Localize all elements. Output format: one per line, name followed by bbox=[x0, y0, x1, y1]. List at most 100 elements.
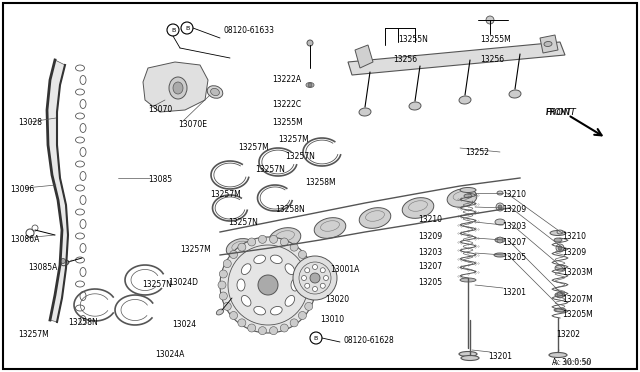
Text: A: 30:0:50: A: 30:0:50 bbox=[552, 358, 591, 367]
Ellipse shape bbox=[554, 308, 566, 312]
Text: 13201: 13201 bbox=[488, 352, 512, 361]
Circle shape bbox=[230, 250, 237, 259]
Ellipse shape bbox=[461, 356, 479, 360]
Ellipse shape bbox=[76, 209, 84, 215]
Text: 13257M: 13257M bbox=[180, 245, 211, 254]
Ellipse shape bbox=[464, 194, 472, 198]
Text: 13210: 13210 bbox=[562, 232, 586, 241]
Text: 13205: 13205 bbox=[418, 278, 442, 287]
Ellipse shape bbox=[76, 65, 84, 71]
Circle shape bbox=[61, 259, 65, 263]
Text: 13203M: 13203M bbox=[562, 268, 593, 277]
Ellipse shape bbox=[241, 295, 251, 306]
Circle shape bbox=[320, 268, 325, 273]
Ellipse shape bbox=[460, 278, 476, 282]
Text: 13257N: 13257N bbox=[285, 152, 315, 161]
Text: 13201: 13201 bbox=[502, 288, 526, 297]
Ellipse shape bbox=[80, 219, 86, 228]
Text: B: B bbox=[171, 28, 175, 32]
Ellipse shape bbox=[314, 218, 346, 238]
Polygon shape bbox=[143, 62, 208, 112]
Text: 13085A: 13085A bbox=[28, 263, 58, 272]
Circle shape bbox=[310, 281, 318, 289]
Circle shape bbox=[557, 292, 563, 298]
Text: 13001A: 13001A bbox=[330, 265, 360, 274]
Circle shape bbox=[269, 327, 278, 335]
Ellipse shape bbox=[285, 295, 294, 306]
Ellipse shape bbox=[80, 196, 86, 205]
Circle shape bbox=[497, 237, 503, 243]
Text: 13256: 13256 bbox=[393, 55, 417, 64]
Ellipse shape bbox=[237, 279, 245, 291]
Circle shape bbox=[305, 268, 310, 273]
Circle shape bbox=[301, 276, 307, 280]
Ellipse shape bbox=[80, 244, 86, 253]
Ellipse shape bbox=[76, 161, 84, 167]
Circle shape bbox=[238, 243, 246, 251]
Ellipse shape bbox=[447, 189, 477, 207]
Circle shape bbox=[323, 276, 328, 280]
Text: 13209: 13209 bbox=[562, 248, 586, 257]
Circle shape bbox=[498, 205, 502, 209]
Circle shape bbox=[305, 302, 313, 310]
Ellipse shape bbox=[285, 264, 294, 275]
Text: 13202: 13202 bbox=[556, 330, 580, 339]
Ellipse shape bbox=[76, 113, 84, 119]
Circle shape bbox=[259, 235, 266, 243]
Ellipse shape bbox=[80, 124, 86, 132]
Ellipse shape bbox=[459, 96, 471, 104]
Ellipse shape bbox=[307, 40, 313, 46]
Ellipse shape bbox=[80, 99, 86, 109]
Circle shape bbox=[238, 319, 246, 327]
Ellipse shape bbox=[556, 244, 564, 252]
Ellipse shape bbox=[76, 89, 84, 95]
Circle shape bbox=[290, 319, 298, 327]
Ellipse shape bbox=[211, 89, 220, 96]
Ellipse shape bbox=[497, 191, 503, 195]
Text: 13257M: 13257M bbox=[278, 135, 308, 144]
Text: 13257N: 13257N bbox=[255, 165, 285, 174]
Ellipse shape bbox=[76, 257, 84, 263]
Text: 13070: 13070 bbox=[148, 105, 172, 114]
Ellipse shape bbox=[80, 171, 86, 180]
Ellipse shape bbox=[359, 108, 371, 116]
Text: 13205M: 13205M bbox=[562, 310, 593, 319]
Circle shape bbox=[308, 270, 317, 278]
Circle shape bbox=[308, 292, 317, 300]
Text: 13257M: 13257M bbox=[18, 330, 49, 339]
Text: 13255M: 13255M bbox=[480, 35, 511, 44]
Ellipse shape bbox=[241, 264, 251, 275]
Circle shape bbox=[280, 324, 288, 332]
Text: 13024A: 13024A bbox=[155, 350, 184, 359]
Polygon shape bbox=[355, 45, 373, 68]
Text: 13028: 13028 bbox=[18, 118, 42, 127]
Circle shape bbox=[269, 235, 278, 243]
Text: FRONT: FRONT bbox=[546, 108, 577, 117]
Ellipse shape bbox=[76, 281, 84, 287]
Circle shape bbox=[258, 275, 278, 295]
Ellipse shape bbox=[557, 230, 563, 234]
Circle shape bbox=[280, 238, 288, 246]
Ellipse shape bbox=[207, 86, 223, 98]
Text: 13010: 13010 bbox=[320, 315, 344, 324]
Ellipse shape bbox=[509, 90, 521, 98]
Circle shape bbox=[320, 283, 325, 288]
Text: A: 30:0:50: A: 30:0:50 bbox=[554, 360, 590, 366]
Polygon shape bbox=[540, 35, 558, 53]
Ellipse shape bbox=[291, 279, 299, 291]
Circle shape bbox=[558, 246, 562, 250]
Ellipse shape bbox=[459, 352, 477, 356]
Text: 08120-61628: 08120-61628 bbox=[344, 336, 395, 345]
Circle shape bbox=[248, 324, 256, 332]
Text: 13257N: 13257N bbox=[142, 280, 172, 289]
Ellipse shape bbox=[550, 231, 566, 235]
Ellipse shape bbox=[359, 208, 391, 228]
Text: 13070E: 13070E bbox=[178, 120, 207, 129]
Text: 13257M: 13257M bbox=[238, 143, 269, 152]
Circle shape bbox=[298, 311, 307, 320]
Text: 13086A: 13086A bbox=[10, 235, 40, 244]
Text: 13024: 13024 bbox=[172, 320, 196, 329]
Ellipse shape bbox=[80, 76, 86, 84]
Ellipse shape bbox=[254, 255, 266, 263]
Circle shape bbox=[308, 83, 312, 87]
